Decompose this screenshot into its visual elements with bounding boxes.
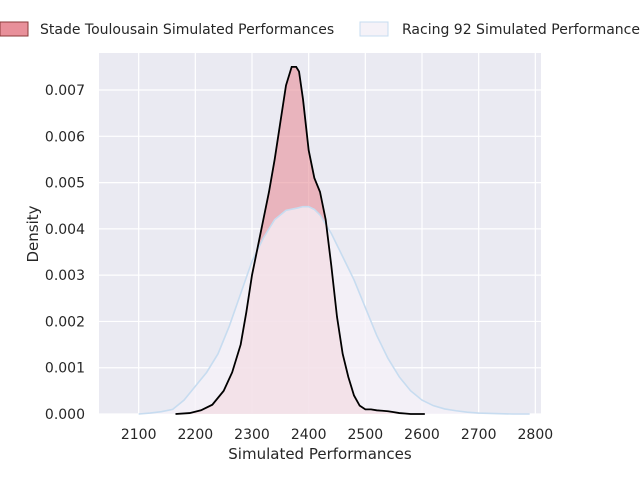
y-tick-label-0: 0.000 (45, 407, 85, 423)
x-tick-label-7: 2800 (518, 427, 554, 443)
x-axis-label: Simulated Performances (228, 445, 412, 463)
x-tick-label-3: 2400 (291, 427, 327, 443)
x-tick-label-2: 2300 (234, 427, 270, 443)
line-racing-92 (138, 205, 530, 415)
y-tick-label-3: 0.003 (45, 268, 85, 284)
y-tick-label-1: 0.001 (45, 361, 85, 377)
y-tick-label-7: 0.007 (45, 83, 85, 99)
series-layer (138, 65, 530, 415)
y-tick-labels: 0.000 0.001 0.002 0.003 0.004 0.005 0.006 0.007 (45, 83, 85, 423)
legend: Stade Toulousain Simulated Performances … (0, 21, 640, 38)
legend-label-stade-toulousain: Stade Toulousain Simulated Performances (40, 22, 334, 38)
x-tick-label-5: 2600 (404, 427, 440, 443)
y-axis-label: Density (24, 205, 42, 262)
legend-label-racing-92: Racing 92 Simulated Performances (402, 22, 640, 38)
line-stade-toulousain (175, 65, 425, 415)
legend-swatch-racing-92 (359, 21, 389, 37)
y-tick-label-4: 0.004 (45, 222, 85, 238)
x-tick-label-4: 2500 (348, 427, 384, 443)
x-tick-label-1: 2200 (178, 427, 214, 443)
y-tick-label-6: 0.006 (45, 129, 85, 145)
area-racing-92 (138, 206, 530, 414)
y-tick-label-2: 0.002 (45, 314, 85, 330)
y-tick-label-5: 0.005 (45, 176, 85, 192)
x-tick-label-6: 2700 (461, 427, 497, 443)
legend-swatch-stade-toulousain (0, 21, 29, 37)
x-tick-labels: 2100 2200 2300 2400 2500 2600 2700 2800 (121, 427, 553, 443)
x-tick-label-0: 2100 (121, 427, 157, 443)
